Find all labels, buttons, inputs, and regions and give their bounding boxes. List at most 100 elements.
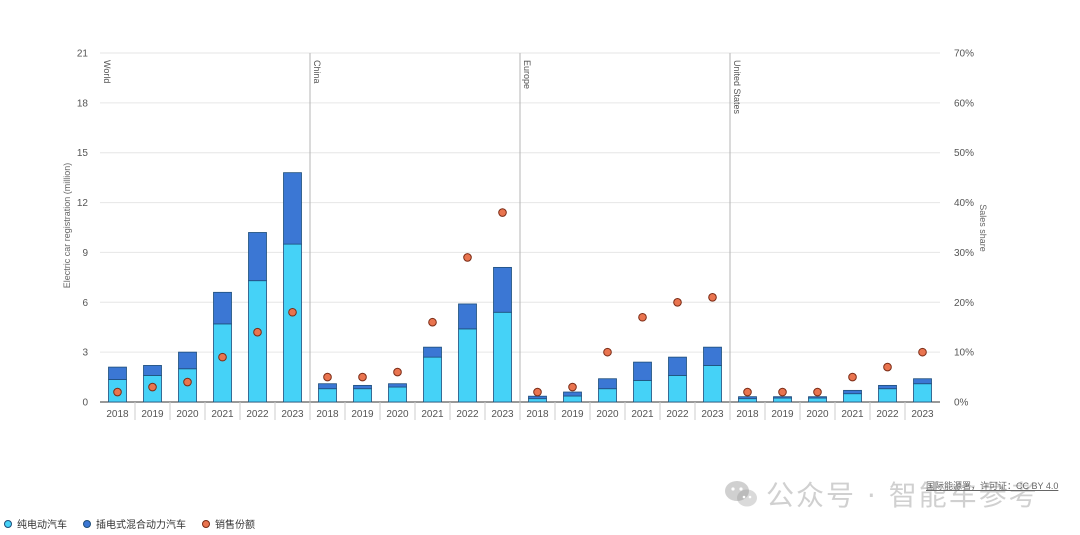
phev-bar bbox=[773, 396, 792, 399]
legend-label-share: 销售份额 bbox=[215, 520, 255, 531]
region-label: China bbox=[312, 60, 322, 84]
bev-bar bbox=[283, 243, 302, 403]
share-point bbox=[708, 293, 717, 302]
y-right-tick-label: 30% bbox=[954, 248, 974, 259]
y-right-tick-label: 10% bbox=[954, 348, 974, 359]
share-point bbox=[428, 317, 437, 327]
legend-item-phev[interactable]: 插电式混合动力汽车 bbox=[83, 516, 186, 531]
x-tick-label: 2022 bbox=[246, 409, 269, 420]
x-tick-label: 2020 bbox=[176, 409, 199, 420]
x-tick-label: 2021 bbox=[631, 409, 654, 420]
bev-bar bbox=[668, 375, 687, 403]
y-right-tick-label: 60% bbox=[954, 98, 974, 109]
share-point bbox=[883, 362, 892, 372]
y-left-tick-label: 21 bbox=[77, 49, 89, 60]
share-point bbox=[183, 377, 192, 387]
share-point bbox=[673, 297, 682, 307]
phev-swatch-icon bbox=[83, 519, 91, 528]
phev-bar bbox=[633, 361, 652, 381]
x-tick-label: 2021 bbox=[211, 409, 234, 420]
x-tick-label: 2021 bbox=[841, 409, 864, 420]
bev-bar bbox=[353, 388, 372, 403]
y-left-tick-label: 9 bbox=[82, 248, 88, 259]
legend-item-bev[interactable]: 纯电动汽车 bbox=[4, 516, 67, 531]
bev-bar bbox=[703, 365, 722, 403]
y-right-tick-label: 20% bbox=[954, 298, 974, 309]
bev-bar bbox=[808, 397, 827, 403]
bev-bar bbox=[563, 395, 582, 403]
phev-bar bbox=[598, 378, 617, 390]
y-left-tick-label: 12 bbox=[77, 198, 89, 209]
y-left-axis-title: Electric car registration (million) bbox=[62, 163, 72, 289]
x-tick-label: 2022 bbox=[456, 409, 479, 420]
share-point bbox=[358, 372, 367, 382]
watermark-text: 公众号 · 智能车参考 bbox=[766, 479, 1039, 512]
share-point bbox=[393, 367, 402, 377]
share-point bbox=[288, 307, 297, 317]
x-tick-label: 2019 bbox=[351, 409, 374, 420]
x-tick-label: 2022 bbox=[876, 409, 899, 420]
y-left-tick-label: 6 bbox=[82, 298, 88, 309]
legend: 纯电动汽车 插电式混合动力汽车 销售份额 bbox=[4, 516, 255, 531]
phev-bar bbox=[248, 232, 267, 282]
share-point bbox=[218, 352, 227, 362]
phev-bar bbox=[388, 383, 407, 388]
phev-bar bbox=[178, 351, 197, 370]
x-tick-label: 2021 bbox=[421, 409, 444, 420]
x-tick-label: 2023 bbox=[491, 409, 514, 420]
share-point bbox=[498, 208, 507, 217]
phev-bar bbox=[493, 266, 512, 313]
phev-bar bbox=[143, 365, 162, 376]
bev-bar bbox=[458, 328, 477, 403]
phev-bar bbox=[913, 378, 932, 385]
share-point bbox=[778, 387, 787, 397]
region-label: United States bbox=[732, 60, 742, 115]
x-tick-label: 2019 bbox=[771, 409, 794, 420]
x-tick-label: 2018 bbox=[526, 409, 549, 420]
phev-bar bbox=[878, 384, 897, 390]
x-tick-label: 2018 bbox=[316, 409, 339, 420]
phev-bar bbox=[843, 389, 862, 395]
phev-bar bbox=[353, 384, 372, 390]
region-label: Europe bbox=[522, 60, 532, 89]
x-tick-label: 2018 bbox=[736, 409, 759, 420]
x-tick-label: 2020 bbox=[806, 409, 829, 420]
share-point bbox=[638, 312, 647, 322]
y-left-tick-label: 0 bbox=[82, 398, 88, 409]
legend-item-share[interactable]: 销售份额 bbox=[202, 516, 255, 531]
x-tick-label: 2023 bbox=[281, 409, 304, 420]
y-right-axis-title: Sales share bbox=[978, 204, 988, 252]
source-note[interactable]: 国际能源署，许可证：CC BY 4.0 bbox=[926, 481, 1059, 491]
share-point bbox=[848, 372, 857, 382]
legend-label-phev: 插电式混合动力汽车 bbox=[96, 520, 186, 531]
x-tick-label: 2023 bbox=[911, 409, 934, 420]
share-point bbox=[603, 347, 612, 357]
share-point bbox=[743, 387, 752, 397]
share-point bbox=[323, 372, 332, 382]
phev-bar bbox=[458, 303, 477, 330]
x-tick-label: 2023 bbox=[701, 409, 724, 420]
bev-bar bbox=[528, 398, 547, 403]
y-left-tick-label: 3 bbox=[82, 348, 88, 359]
bev-bar bbox=[493, 311, 512, 403]
y-left-tick-label: 18 bbox=[77, 98, 89, 109]
bev-swatch-icon bbox=[4, 519, 12, 528]
phev-bar bbox=[808, 396, 827, 399]
phev-bar bbox=[108, 366, 127, 380]
bev-bar bbox=[598, 388, 617, 403]
x-tick-label: 2022 bbox=[666, 409, 689, 420]
y-right-tick-label: 70% bbox=[954, 49, 974, 60]
bev-bar bbox=[878, 388, 897, 403]
share-swatch-icon bbox=[202, 519, 210, 528]
y-right-tick-label: 50% bbox=[954, 148, 974, 159]
phev-bar bbox=[528, 395, 547, 400]
bev-bar bbox=[388, 386, 407, 403]
x-tick-label: 2019 bbox=[141, 409, 164, 420]
bev-bar bbox=[773, 397, 792, 403]
y-left-tick-label: 15 bbox=[77, 148, 89, 159]
legend-label-bev: 纯电动汽车 bbox=[17, 520, 67, 531]
wechat-icon bbox=[725, 481, 757, 507]
share-point bbox=[253, 327, 262, 337]
bev-bar bbox=[318, 388, 337, 403]
